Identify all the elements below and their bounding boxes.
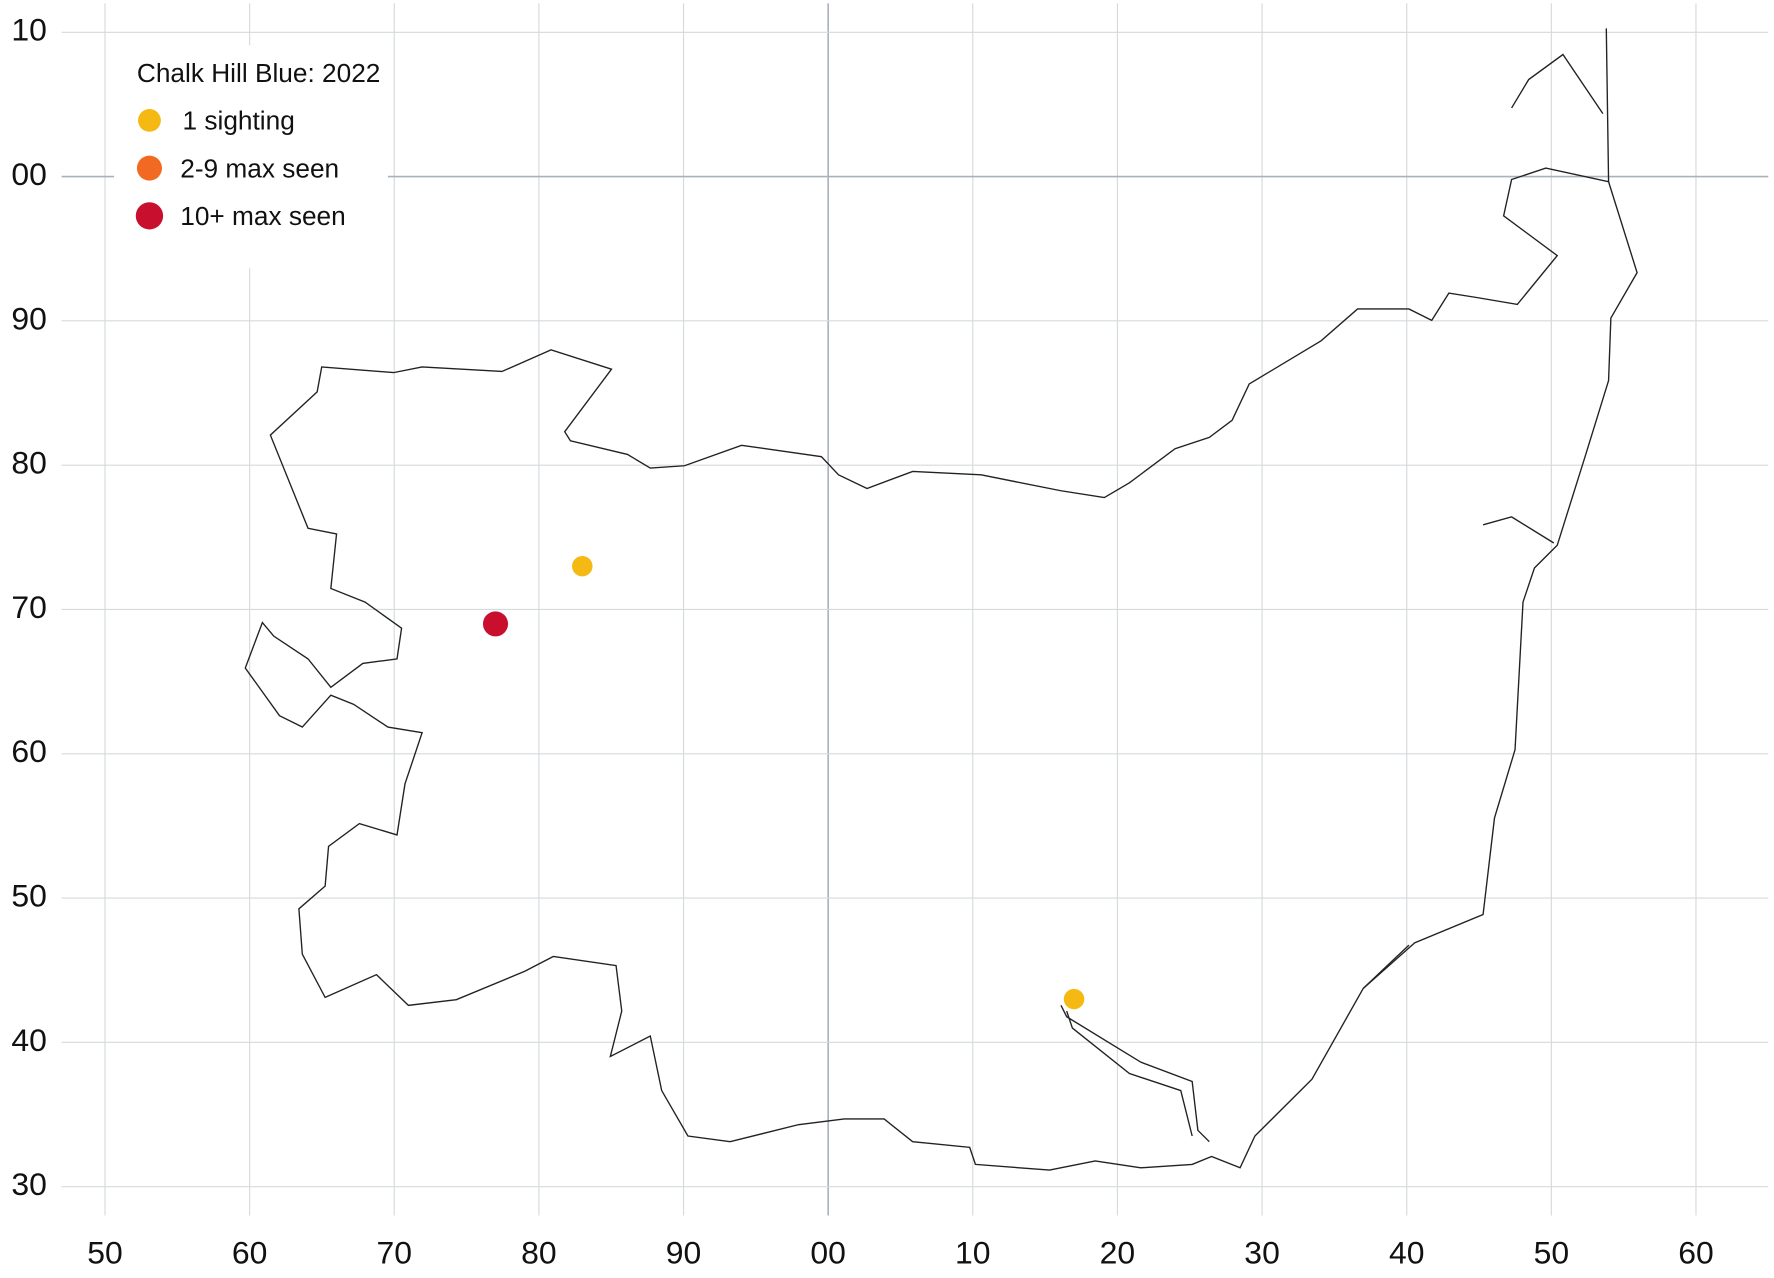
x-tick-label: 90 [666,1235,702,1271]
y-tick-label: 10 [11,12,47,48]
legend-label: 2-9 max seen [180,153,339,183]
sighting-point [482,611,509,637]
y-tick-label: 50 [11,878,47,914]
x-tick-label: 40 [1389,1235,1425,1271]
legend-title: Chalk Hill Blue: 2022 [137,58,380,88]
x-tick-label: 00 [810,1235,846,1271]
y-tick-label: 80 [11,445,47,481]
y-tick-label: 30 [11,1166,47,1202]
marks [482,555,1085,1010]
legend-marker [138,109,161,132]
legend-label: 10+ max seen [180,201,345,231]
legend-marker [135,202,164,230]
y-tick-label: 60 [11,733,47,769]
county-outline [244,167,1638,1171]
x-tick-label: 80 [521,1235,557,1271]
x-tick-label: 70 [377,1235,413,1271]
x-tick-label: 50 [87,1235,123,1271]
y-tick-label: 90 [11,300,47,336]
estuary [1060,28,1610,1143]
x-tick-label: 10 [955,1235,991,1271]
x-tick-label: 20 [1100,1235,1136,1271]
legend-label: 1 sighting [183,106,295,136]
x-tick-label: 50 [1534,1235,1570,1271]
x-tick-label: 30 [1244,1235,1280,1271]
sighting-point [1063,988,1085,1010]
x-tick-label: 60 [232,1235,268,1271]
grid [61,3,1769,1216]
y-tick-label: 70 [11,589,47,625]
x-tick-label: 60 [1678,1235,1714,1271]
y-tick-label: 00 [11,156,47,192]
legend-marker [136,155,162,181]
legend-background [114,45,388,269]
sighting-point [572,555,593,577]
y-tick-label: 40 [11,1022,47,1058]
